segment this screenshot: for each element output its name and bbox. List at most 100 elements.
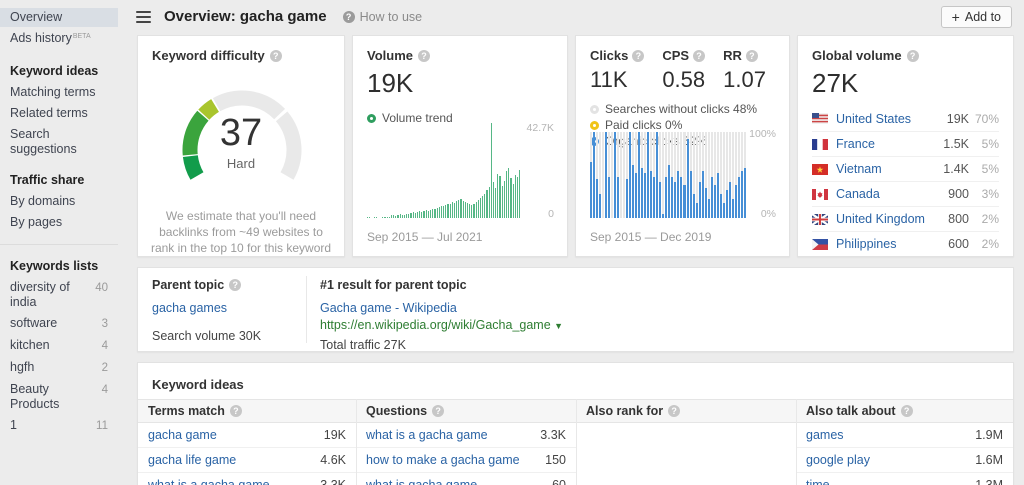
keyword-link[interactable]: google play — [806, 453, 870, 467]
clicks-bar-slot — [701, 132, 704, 218]
clicks-bar-slot — [608, 132, 611, 218]
help-icon[interactable]: ? — [418, 49, 430, 62]
keyword-link[interactable]: what is a gacha game — [366, 428, 488, 442]
country-name-link[interactable]: France — [836, 137, 875, 151]
country-name-link[interactable]: Philippines — [836, 237, 897, 251]
volume-bar — [492, 182, 495, 218]
country-name-link[interactable]: United Kingdom — [836, 212, 925, 226]
keyword-link[interactable]: how to make a gacha game — [366, 453, 520, 467]
country-row-fr[interactable]: France 1.5K 5% — [812, 131, 999, 156]
sidebar-item-label: Search suggestions — [10, 127, 77, 156]
country-percent: 5% — [981, 162, 999, 176]
country-row-ph[interactable]: Philippines 600 2% — [812, 231, 999, 256]
keyword-link[interactable]: what is gacha game — [366, 478, 478, 485]
clicks-bar-slot — [680, 132, 683, 218]
sidebar-item-diversity-of-india[interactable]: diversity of india 40 — [0, 278, 118, 312]
country-name-link[interactable]: Canada — [836, 187, 880, 201]
keyword-row[interactable]: gacha life game 4.6K — [138, 448, 356, 473]
keyword-row[interactable]: gacha game 19K — [138, 423, 356, 448]
metric-name: CPS — [662, 48, 690, 63]
help-icon[interactable]: ? — [900, 405, 913, 417]
sidebar-item-overview[interactable]: Overview — [0, 8, 118, 27]
sidebar-item-1[interactable]: 1 11 — [0, 416, 118, 436]
chevron-down-icon[interactable]: ▼ — [554, 321, 564, 331]
card-title-row: Global volume ? — [798, 36, 1013, 63]
clicks-card: Clicks? 11K CPS? 0.58 RR? 1.07 Searches witho… — [575, 35, 790, 257]
sidebar-item-search-suggestions[interactable]: Search suggestions — [0, 125, 118, 159]
country-row-ca[interactable]: Canada 900 3% — [812, 181, 999, 206]
keyword-link[interactable]: games — [806, 428, 844, 442]
sidebar-section-title: Keywords lists — [10, 259, 99, 273]
sidebar-item-by-pages[interactable]: By pages — [0, 213, 118, 232]
sidebar-item-by-domains[interactable]: By domains — [0, 192, 118, 211]
help-icon[interactable]: ? — [229, 279, 242, 291]
keyword-column: gacha game 19K gacha life game 4.6K what is … — [138, 423, 356, 485]
parent-topic-search-volume: Search volume 30K — [152, 329, 262, 343]
help-icon[interactable]: ? — [693, 49, 706, 62]
help-icon[interactable]: ? — [668, 405, 681, 417]
help-icon[interactable]: ? — [632, 49, 645, 62]
sidebar-item-ads-history[interactable]: Ads history BETA — [0, 29, 118, 50]
volume-trend-dot-icon — [367, 114, 376, 123]
how-to-use-link[interactable]: ? How to use — [342, 10, 422, 24]
sidebar-item-beauty-products[interactable]: Beauty Products 4 — [0, 380, 118, 414]
clicks-bar-slot — [719, 132, 722, 218]
keyword-row[interactable]: what is a gacha game 3.3K — [138, 473, 356, 485]
volume-bar — [443, 206, 445, 218]
volume-bar — [453, 202, 456, 218]
top-result-link[interactable]: Gacha game - Wikipedia — [320, 301, 457, 315]
keyword-list-count: 2 — [101, 362, 108, 374]
keyword-volume: 1.3M — [975, 478, 1003, 485]
keyword-column — [576, 423, 796, 485]
clicks-axis-max: 100% — [749, 128, 776, 140]
volume-bar — [369, 217, 371, 218]
sidebar-item-kitchen[interactable]: kitchen 4 — [0, 336, 118, 356]
keyword-row[interactable]: how to make a gacha game 150 — [356, 448, 576, 473]
metric-label: Clicks? — [590, 48, 645, 63]
country-row-vn[interactable]: Vietnam 1.4K 5% — [812, 156, 999, 181]
sidebar-item-hgfh[interactable]: hgfh 2 — [0, 358, 118, 378]
organic-clicks-bar — [677, 170, 680, 218]
keyword-row[interactable]: games 1.9M — [796, 423, 1013, 448]
organic-clicks-bar — [698, 181, 701, 218]
volume-bar — [475, 201, 477, 218]
country-name-link[interactable]: Vietnam — [836, 162, 882, 176]
help-icon[interactable]: ? — [432, 405, 445, 417]
help-icon[interactable]: ? — [229, 405, 242, 417]
volume-bar — [421, 212, 423, 218]
keyword-row[interactable]: time 1.3M — [796, 473, 1013, 485]
parent-topic-keyword-link[interactable]: gacha games — [152, 301, 228, 315]
keyword-link[interactable]: what is a gacha game — [148, 478, 270, 485]
keyword-link[interactable]: time — [806, 478, 830, 485]
hamburger-menu-icon[interactable] — [136, 10, 151, 23]
clicks-bar-slot — [653, 132, 656, 218]
metric-value: 11K — [590, 67, 628, 92]
help-icon[interactable]: ? — [269, 49, 282, 62]
help-icon[interactable]: ? — [745, 49, 758, 62]
volume-bar — [384, 217, 386, 218]
keyword-row[interactable]: what is a gacha game 3.3K — [356, 423, 576, 448]
keyword-link[interactable]: gacha life game — [148, 453, 237, 467]
volume-bar — [432, 209, 434, 218]
keyword-row[interactable]: google play 1.6M — [796, 448, 1013, 473]
sidebar-item-matching-terms[interactable]: Matching terms — [0, 83, 118, 102]
keyword-column: what is a gacha game 3.3K how to make a ga… — [356, 423, 576, 485]
keyword-volume: 1.6M — [975, 453, 1003, 467]
country-name-link[interactable]: United States — [836, 111, 912, 126]
keyword-link[interactable]: gacha game — [148, 428, 217, 442]
country-row-gb[interactable]: United Kingdom 800 2% — [812, 206, 999, 231]
clicks-bar-slot — [617, 132, 620, 218]
volume-bar — [484, 193, 486, 218]
keyword-row[interactable]: what is gacha game 60 — [356, 473, 576, 485]
help-icon[interactable]: ? — [906, 49, 919, 62]
volume-bar — [378, 217, 379, 218]
sidebar-item-related-terms[interactable]: Related terms — [0, 104, 118, 123]
sidebar-item-software[interactable]: software 3 — [0, 314, 118, 334]
top-result-url[interactable]: https://en.wikipedia.org/wiki/Gacha_game… — [320, 318, 564, 332]
add-to-button[interactable]: + Add to — [940, 5, 1012, 28]
volume-bar — [419, 211, 421, 218]
country-row-us[interactable]: United States 19K 70% — [812, 106, 999, 131]
organic-clicks-bar — [662, 213, 665, 218]
keyword-ideas-title: Keyword ideas — [152, 377, 244, 392]
metric-clicks: Clicks? 11K — [590, 48, 645, 93]
